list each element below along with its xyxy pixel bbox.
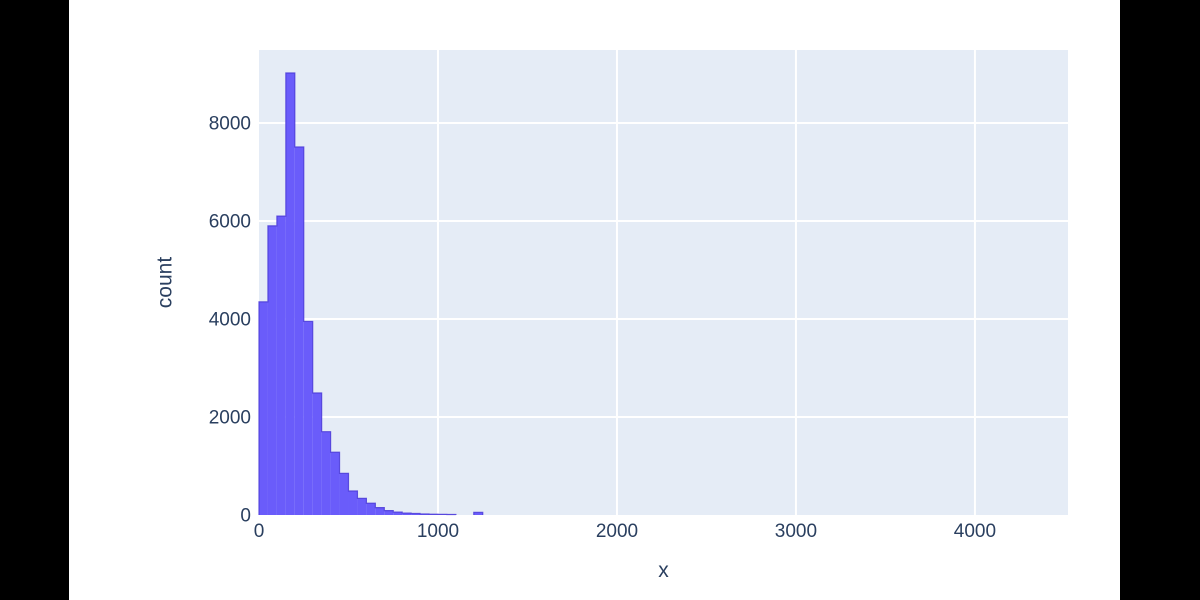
histogram-chart: 0 1000 2000 3000 4000 0 2000 4000 6000 8000 [209, 50, 1068, 542]
histogram-bar[interactable] [303, 321, 313, 515]
histogram-bar[interactable] [357, 498, 367, 515]
histogram-bar[interactable] [321, 431, 331, 515]
x-axis-title: x [658, 559, 669, 582]
plotly-figure: 0 1000 2000 3000 4000 0 2000 4000 6000 8000 x cou… [69, 0, 1120, 600]
y-axis-title: count [153, 256, 177, 309]
x-tick-label: 0 [254, 521, 265, 542]
histogram-bar[interactable] [267, 225, 277, 515]
histogram-bar[interactable] [402, 513, 412, 515]
x-tick-label: 1000 [417, 521, 459, 542]
histogram-outline [473, 511, 484, 515]
histogram-bar[interactable] [348, 490, 358, 515]
histogram-bar[interactable] [312, 392, 322, 515]
histogram-bar[interactable] [339, 473, 349, 515]
y-tick-label: 4000 [209, 310, 251, 331]
y-tick-label: 2000 [209, 408, 251, 429]
histogram-bar[interactable] [285, 73, 295, 515]
x-tick-label: 2000 [596, 521, 638, 542]
letterbox-right [1120, 0, 1200, 600]
x-tick-label: 4000 [954, 521, 996, 542]
histogram-bar[interactable] [259, 301, 268, 515]
y-tick-label: 6000 [209, 212, 251, 233]
y-tick-label: 0 [240, 506, 251, 527]
histogram-bar[interactable] [384, 510, 394, 515]
histogram-bar[interactable] [330, 452, 340, 515]
histogram-bar[interactable] [375, 507, 385, 515]
histogram-outline [258, 72, 457, 516]
histogram-bar[interactable] [411, 513, 421, 515]
histogram-bar[interactable] [366, 503, 376, 515]
letterbox-left [0, 0, 69, 600]
histogram-bar[interactable] [276, 216, 286, 515]
plot-area[interactable] [259, 50, 1068, 515]
histogram-bar[interactable] [294, 147, 304, 515]
x-tick-label: 3000 [775, 521, 817, 542]
y-tick-label: 8000 [209, 114, 251, 135]
histogram-bar[interactable] [393, 512, 403, 515]
histogram-bar[interactable] [473, 512, 483, 515]
